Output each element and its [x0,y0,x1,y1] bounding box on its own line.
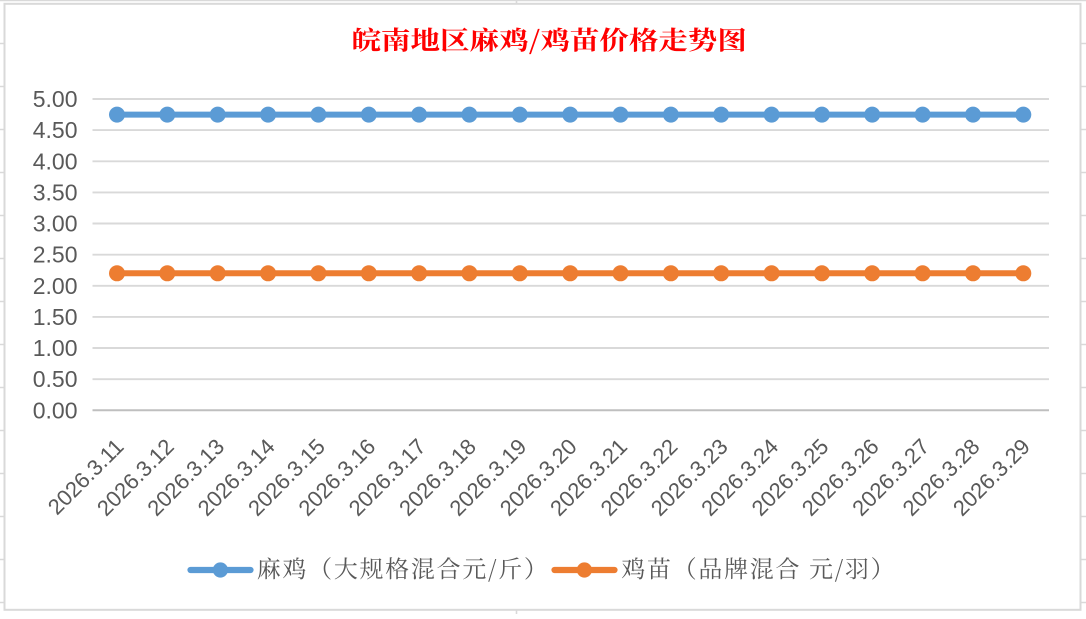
svg-text:2.50: 2.50 [33,242,78,268]
svg-text:2.00: 2.00 [33,273,78,299]
svg-text:5.00: 5.00 [33,86,78,112]
svg-text:3.00: 3.00 [33,211,78,237]
svg-text:0.00: 0.00 [33,397,78,423]
svg-text:4.50: 4.50 [33,117,78,143]
svg-text:1.50: 1.50 [33,304,78,330]
svg-text:4.00: 4.00 [33,148,78,174]
svg-text:0.50: 0.50 [33,366,78,392]
svg-text:1.00: 1.00 [33,335,78,361]
svg-text:3.50: 3.50 [33,179,78,205]
